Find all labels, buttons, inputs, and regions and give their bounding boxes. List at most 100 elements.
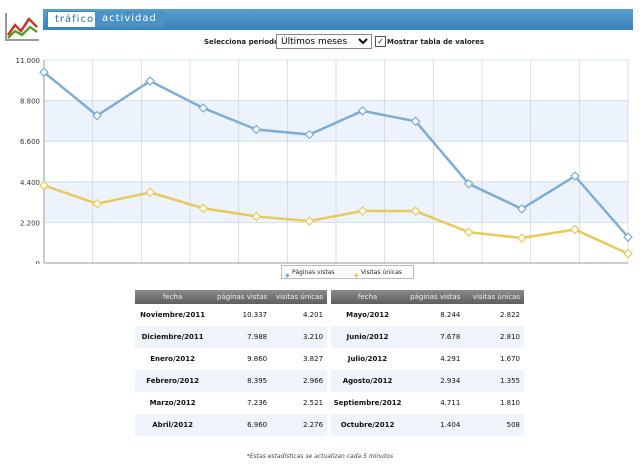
- y-tick-label: 11.000: [16, 57, 41, 65]
- page-views-point: [623, 232, 633, 242]
- cell-fecha: Marzo/2012: [135, 392, 211, 414]
- unique-visits-point: [516, 233, 527, 243]
- cell-visitas-unicas: 3.827: [271, 348, 328, 370]
- cell-paginas-vistas: 7.236: [210, 392, 272, 414]
- cell-fecha: Abril/2012: [135, 414, 211, 436]
- table-row: Diciembre/2011 7.988 3.210 Junio/2012 7.678 2…: [135, 326, 524, 348]
- cell-paginas-vistas: 8.395: [210, 370, 272, 392]
- cell-visitas-unicas: 2.966: [271, 370, 328, 392]
- cell-visitas-unicas: 1.355: [464, 370, 524, 392]
- table-row: Marzo/2012 7.236 2.521 Septiembre/2012 4.711…: [135, 392, 524, 414]
- cell-fecha: Enero/2012: [135, 348, 211, 370]
- unique-visits-point: [304, 216, 315, 226]
- page-views-point: [304, 129, 315, 140]
- cell-paginas-vistas: 9.860: [210, 348, 272, 370]
- cell-visitas-unicas: 2.521: [271, 392, 328, 414]
- page-views-point: [463, 178, 474, 189]
- tab-bar-underline: [43, 27, 633, 30]
- footnote: *Estas estadísticas se actualizan cada 5…: [246, 453, 394, 460]
- unique-visits-point: [357, 206, 368, 216]
- cell-fecha: Octubre/2012: [330, 414, 405, 436]
- traffic-line-chart: 0 2.200 4.400 6.600 8.800 11.000: [16, 57, 633, 264]
- unique-visits-point: [623, 248, 633, 259]
- table-row: Enero/2012 9.860 3.827 Julio/2012 4.291 1.670: [135, 348, 524, 370]
- cell-fecha: Agosto/2012: [330, 370, 405, 392]
- table-separator: [327, 348, 331, 370]
- cell-visitas-unicas: 2.810: [464, 326, 524, 348]
- table-header-row: fecha páginas vistas visitas únicas fech…: [135, 290, 524, 304]
- unique-visits-series-line: [43, 184, 629, 255]
- y-tick-label: 4.400: [20, 179, 40, 187]
- col-header-fecha: fecha: [135, 290, 211, 304]
- table-separator: [327, 304, 331, 326]
- unique-visits-point: [463, 227, 474, 238]
- show-table-checkbox[interactable]: ✓: [375, 36, 386, 47]
- page-views-point: [39, 67, 49, 78]
- table-row: Noviembre/2011 10.337 4.201 Mayo/2012 8.244 2…: [135, 304, 524, 326]
- chart-legend: ◆ Páginas vistas ◆ Visitas únicas: [281, 265, 414, 279]
- tab-bar: tráfico actividad: [43, 9, 633, 29]
- cell-visitas-unicas: 3.210: [271, 326, 328, 348]
- unique-visits-point: [92, 198, 102, 209]
- table-separator: [327, 326, 331, 348]
- cell-paginas-vistas: 1.404: [404, 414, 465, 436]
- cell-paginas-vistas: 7.678: [404, 326, 465, 348]
- table-row: Febrero/2012 8.395 2.966 Agosto/2012 2.934 1.…: [135, 370, 524, 392]
- cell-fecha: Julio/2012: [330, 348, 405, 370]
- col-header-fecha-2: fecha: [330, 290, 405, 304]
- cell-visitas-unicas: 2.822: [464, 304, 524, 326]
- y-tick-label: 8.800: [20, 98, 40, 106]
- cell-fecha: Diciembre/2011: [135, 326, 211, 348]
- cell-fecha: Noviembre/2011: [135, 304, 211, 326]
- page-views-point: [92, 110, 102, 121]
- cell-fecha: Mayo/2012: [330, 304, 405, 326]
- col-header-visitas-unicas-2: visitas únicas: [464, 290, 524, 304]
- table-separator: [327, 392, 331, 414]
- cell-paginas-vistas: 8.244: [404, 304, 465, 326]
- page-views-series-line: [43, 71, 629, 238]
- cell-paginas-vistas: 2.934: [404, 370, 465, 392]
- cell-visitas-unicas: 1.810: [464, 392, 524, 414]
- cell-fecha: Septiembre/2012: [330, 392, 405, 414]
- cell-visitas-unicas: 1.670: [464, 348, 524, 370]
- col-header-paginas-vistas: páginas vistas: [210, 290, 272, 304]
- tab-actividad[interactable]: actividad: [95, 11, 164, 27]
- cell-paginas-vistas: 7.988: [210, 326, 272, 348]
- show-table-label: Mostrar tabla de valores: [387, 38, 485, 46]
- cell-visitas-unicas: 4.201: [271, 304, 328, 326]
- col-header-visitas-unicas: visitas únicas: [271, 290, 328, 304]
- cell-paginas-vistas: 4.291: [404, 348, 465, 370]
- cell-fecha: Junio/2012: [330, 326, 405, 348]
- unique-visits-point: [39, 180, 49, 191]
- values-table: fecha páginas vistas visitas únicas fech…: [135, 290, 524, 436]
- unique-visits-point: [145, 187, 156, 198]
- y-tick-label: 0: [36, 260, 40, 264]
- page-views-point: [198, 103, 209, 113]
- table-separator: [327, 414, 331, 436]
- period-label: Selecciona período:: [204, 38, 282, 46]
- unique-visits-point: [251, 211, 262, 222]
- legend-unique-visits-label: Visitas únicas: [361, 269, 402, 276]
- period-controls: Selecciona período: Últimos meses ✓ Most…: [0, 34, 640, 50]
- page-views-point: [516, 204, 527, 214]
- cell-visitas-unicas: 508: [464, 414, 524, 436]
- unique-visits-point: [410, 206, 421, 216]
- col-header-paginas-vistas-2: páginas vistas: [404, 290, 465, 304]
- page-views-point: [410, 116, 421, 127]
- cell-paginas-vistas: 6.960: [210, 414, 272, 436]
- table-row: Abril/2012 6.960 2.276 Octubre/2012 1.404 508: [135, 414, 524, 436]
- page-views-point: [251, 124, 262, 135]
- cell-visitas-unicas: 2.276: [271, 414, 328, 436]
- period-select[interactable]: Últimos meses: [276, 34, 372, 49]
- legend-page-views-label: Páginas vistas: [292, 269, 335, 276]
- unique-visits-point: [570, 224, 580, 235]
- page-views-point: [357, 106, 368, 116]
- cell-paginas-vistas: 10.337: [210, 304, 272, 326]
- cell-paginas-vistas: 4.711: [404, 392, 465, 414]
- y-tick-label: 2.200: [20, 219, 40, 227]
- page-views-point: [145, 76, 156, 86]
- unique-visits-point: [198, 203, 209, 214]
- chart-logo-icon: [5, 13, 39, 41]
- page-views-point: [570, 171, 580, 181]
- y-tick-label: 6.600: [20, 138, 40, 146]
